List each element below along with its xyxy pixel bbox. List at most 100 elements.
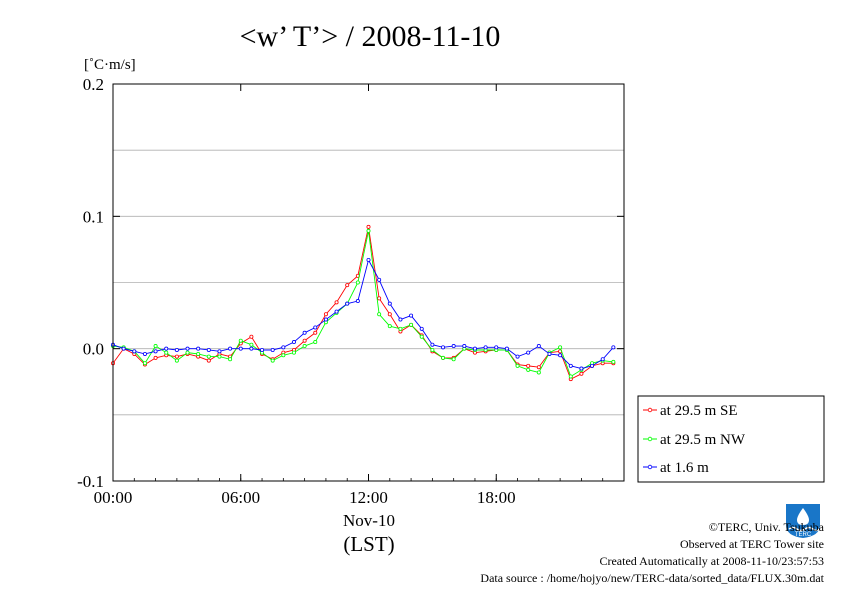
footer-created: Created Automatically at 2008-11-10/23:5…: [599, 554, 824, 568]
legend-label-nw: at 29.5 m NW: [660, 432, 746, 448]
y-tick-label: -0.1: [77, 472, 104, 491]
data-point: [579, 371, 584, 376]
grid-lines: [113, 149, 624, 416]
data-point: [430, 347, 435, 352]
legend-box: [637, 395, 825, 483]
data-point: [238, 338, 243, 343]
chart-title: <w’ T’> / 2008-11-10: [240, 20, 501, 53]
data-point: [334, 309, 339, 314]
data-point: [430, 342, 435, 347]
tick-labels: 00:00 06:00 12:00 18:00 -0.1 0.0 0.1 0.2: [77, 75, 516, 507]
data-point: [196, 351, 201, 356]
x-tick-label: 00:00: [94, 488, 133, 507]
data-point: [345, 301, 350, 306]
legend-marker-1-6m: [647, 464, 653, 470]
data-point: [323, 312, 328, 317]
data-point: [462, 344, 467, 349]
y-unit-label: [˚C·m/s]: [84, 57, 136, 73]
data-point: [526, 350, 531, 355]
data-point: [291, 340, 296, 345]
legend-marker-se: [647, 407, 653, 413]
data-point: [366, 224, 371, 229]
data-point: [409, 322, 414, 327]
data-point: [419, 334, 424, 339]
data-point: [260, 347, 265, 352]
data-point: [249, 346, 254, 351]
legend-item-1-6m: at 1.6 m: [643, 460, 709, 476]
data-point: [302, 338, 307, 343]
data-point: [472, 346, 477, 351]
legend-label-1-6m: at 1.6 m: [660, 460, 709, 476]
data-point: [164, 346, 169, 351]
data-point: [366, 258, 371, 263]
series-1: [111, 224, 616, 382]
data-point: [547, 351, 552, 356]
x-axis-label: (LST): [343, 532, 394, 556]
data-point: [441, 345, 446, 350]
legend: at 29.5 m SE at 29.5 m NW at 1.6 m: [637, 395, 825, 483]
data-point: [568, 374, 573, 379]
data-point: [142, 351, 147, 356]
data-point: [228, 357, 233, 362]
data-point: [504, 346, 509, 351]
legend-label-se: at 29.5 m SE: [660, 403, 738, 419]
data-point: [270, 347, 275, 352]
data-point: [153, 349, 158, 354]
data-point: [526, 363, 531, 368]
data-point: [558, 353, 563, 358]
data-point: [526, 367, 531, 372]
series-layer: [111, 224, 616, 382]
series-3: [111, 258, 616, 371]
data-point: [377, 312, 382, 317]
data-point: [164, 350, 169, 355]
data-point: [387, 301, 392, 306]
data-point: [174, 358, 179, 363]
data-point: [121, 346, 126, 351]
data-point: [206, 354, 211, 359]
x-tick-label: 06:00: [221, 488, 260, 507]
y-tick-label: 0.0: [83, 340, 104, 359]
data-point: [441, 355, 446, 360]
data-point: [228, 346, 233, 351]
plot-frame: [112, 83, 625, 482]
data-point: [302, 344, 307, 349]
data-point: [409, 313, 414, 318]
y-tick-label: 0.1: [83, 207, 104, 226]
x-date-label: Nov-10: [343, 511, 395, 530]
data-point: [536, 370, 541, 375]
data-point: [206, 358, 211, 363]
legend-marker-nw: [647, 436, 653, 442]
data-point: [291, 350, 296, 355]
series-line: [112, 226, 614, 380]
data-point: [451, 357, 456, 362]
data-point: [270, 358, 275, 363]
data-point: [174, 354, 179, 359]
data-point: [377, 296, 382, 301]
data-point: [579, 366, 584, 371]
y-tick-label: 0.2: [83, 75, 104, 94]
data-point: [217, 349, 222, 354]
data-point: [398, 317, 403, 322]
legend-item-nw: at 29.5 m NW: [643, 432, 746, 448]
data-point: [611, 359, 616, 364]
footer-observed: Observed at TERC Tower site: [679, 537, 824, 551]
data-point: [281, 345, 286, 350]
terc-logo-icon: TERC: [786, 504, 820, 538]
data-point: [515, 363, 520, 368]
data-point: [249, 342, 254, 347]
data-point: [590, 363, 595, 368]
data-point: [302, 330, 307, 335]
legend-item-se: at 29.5 m SE: [643, 403, 738, 419]
data-point: [334, 300, 339, 305]
data-point: [206, 347, 211, 352]
data-point: [355, 280, 360, 285]
data-point: [323, 317, 328, 322]
data-point: [515, 354, 520, 359]
data-point: [345, 283, 350, 288]
data-point: [568, 363, 573, 368]
data-point: [558, 345, 563, 350]
footer-source: Data source : /home/hojyo/new/TERC-data/…: [480, 571, 824, 585]
x-tick-label: 12:00: [349, 488, 388, 507]
data-point: [387, 312, 392, 317]
